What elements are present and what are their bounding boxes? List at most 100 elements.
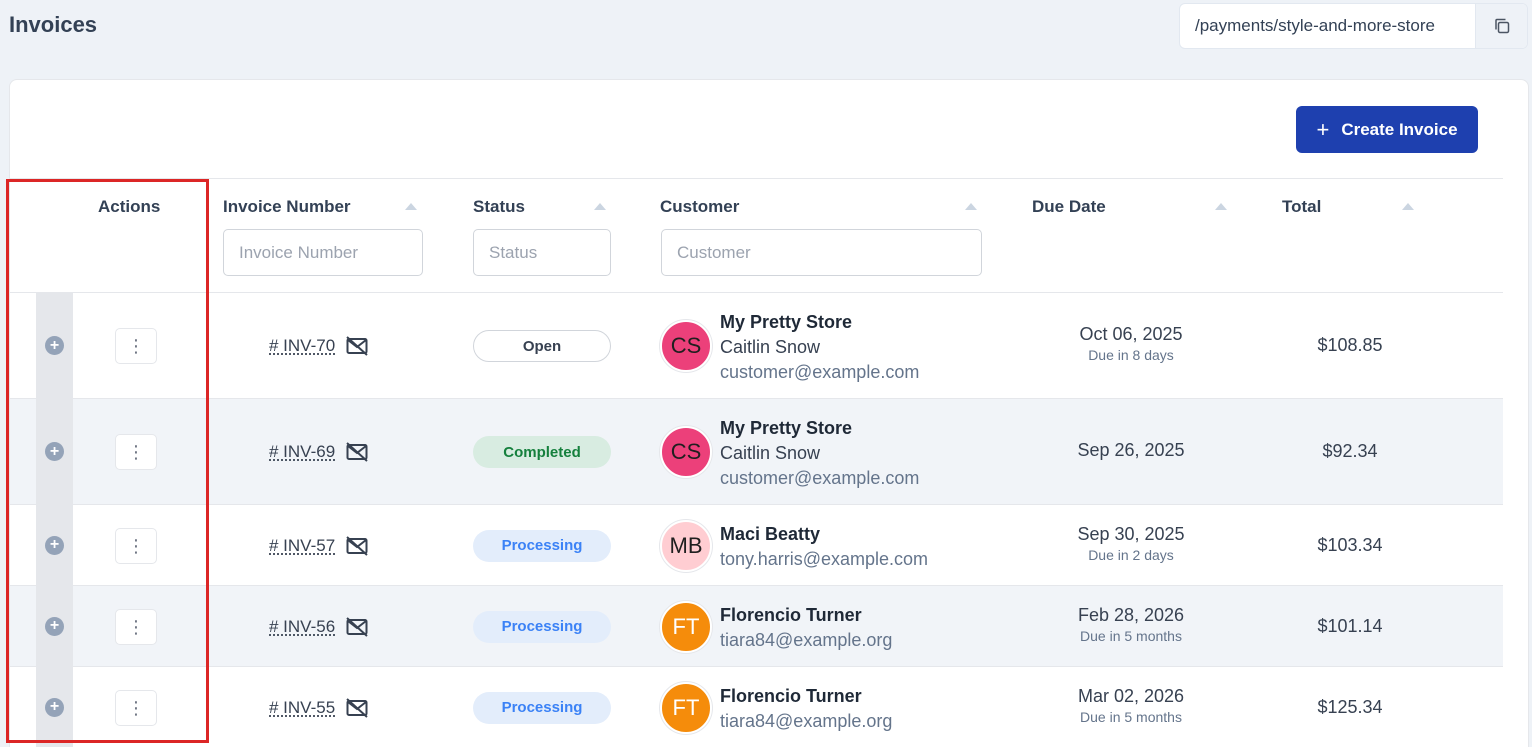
- due-date-cell: Sep 26, 2025: [1032, 440, 1230, 461]
- invoice-number-cell: # INV-69: [269, 440, 369, 464]
- invoice-total: $125.34: [1290, 697, 1410, 718]
- row-actions-menu-button[interactable]: ⋮: [115, 328, 157, 364]
- invoice-number-link[interactable]: # INV-57: [269, 536, 335, 556]
- column-header-due-date[interactable]: Due Date: [1032, 197, 1106, 217]
- email-not-sent-icon: [345, 615, 369, 639]
- row-actions-menu-button[interactable]: ⋮: [115, 609, 157, 645]
- customer-store: Maci Beatty: [720, 522, 928, 547]
- row-gutter: +: [36, 667, 73, 747]
- invoice-total: $108.85: [1290, 335, 1410, 356]
- customer-email: customer@example.com: [720, 360, 919, 385]
- customer-cell: My Pretty Store Caitlin Snow customer@ex…: [720, 416, 919, 491]
- status-badge: Processing: [473, 692, 611, 724]
- due-date-cell: Feb 28, 2026 Due in 5 months: [1032, 605, 1230, 644]
- invoice-number-link[interactable]: # INV-56: [269, 617, 335, 637]
- create-invoice-button[interactable]: + Create Invoice: [1296, 106, 1478, 153]
- kebab-menu-icon: ⋮: [127, 443, 145, 461]
- due-date-cell: Mar 02, 2026 Due in 5 months: [1032, 686, 1230, 725]
- sort-arrow-icon[interactable]: [1215, 203, 1227, 210]
- payment-url[interactable]: /payments/style-and-more-store: [1180, 4, 1475, 48]
- row-actions-menu-button[interactable]: ⋮: [115, 528, 157, 564]
- row-actions-menu-button[interactable]: ⋮: [115, 434, 157, 470]
- customer-cell: My Pretty Store Caitlin Snow customer@ex…: [720, 310, 919, 385]
- expand-row-icon[interactable]: +: [45, 698, 64, 717]
- row-gutter: +: [36, 505, 73, 585]
- invoice-number-cell: # INV-55: [269, 696, 369, 720]
- column-header-status[interactable]: Status: [473, 197, 525, 217]
- avatar: CS: [660, 320, 712, 372]
- email-not-sent-icon: [345, 696, 369, 720]
- customer-email: tiara84@example.org: [720, 709, 892, 734]
- customer-email: tiara84@example.org: [720, 628, 892, 653]
- row-actions-menu-button[interactable]: ⋮: [115, 690, 157, 726]
- table-body: + ⋮ # INV-70 Open CS My Pretty Store Cai…: [10, 293, 1503, 747]
- invoice-number-link[interactable]: # INV-70: [269, 336, 335, 356]
- customer-name: Caitlin Snow: [720, 335, 919, 360]
- table-row[interactable]: + ⋮ # INV-55 Processing FT Florencio Tur…: [10, 667, 1503, 747]
- invoice-total: $92.34: [1290, 441, 1410, 462]
- table-row[interactable]: + ⋮ # INV-70 Open CS My Pretty Store Cai…: [10, 293, 1503, 399]
- column-header-invoice-number[interactable]: Invoice Number: [223, 197, 351, 217]
- invoice-number-cell: # INV-57: [269, 534, 369, 558]
- column-header-actions: Actions: [98, 197, 160, 217]
- due-date: Sep 30, 2025: [1032, 524, 1230, 545]
- create-invoice-label: Create Invoice: [1341, 120, 1457, 140]
- invoice-number-filter[interactable]: [223, 229, 423, 276]
- status-badge: Processing: [473, 530, 611, 562]
- expand-row-icon[interactable]: +: [45, 336, 64, 355]
- status-filter[interactable]: [473, 229, 611, 276]
- due-relative: Due in 5 months: [1032, 709, 1230, 725]
- row-gutter: +: [36, 586, 73, 666]
- table-header: Actions Invoice Number Status Customer D…: [10, 179, 1503, 293]
- customer-store: Florencio Turner: [720, 603, 892, 628]
- email-not-sent-icon: [345, 334, 369, 358]
- copy-url-button[interactable]: [1475, 4, 1527, 48]
- kebab-menu-icon: ⋮: [127, 618, 145, 636]
- avatar: CS: [660, 426, 712, 478]
- expand-row-icon[interactable]: +: [45, 536, 64, 555]
- page-title: Invoices: [9, 12, 97, 38]
- sort-arrow-icon[interactable]: [965, 203, 977, 210]
- email-not-sent-icon: [345, 440, 369, 464]
- customer-store: My Pretty Store: [720, 310, 919, 335]
- email-not-sent-icon: [345, 534, 369, 558]
- expand-row-icon[interactable]: +: [45, 617, 64, 636]
- customer-name: Caitlin Snow: [720, 441, 919, 466]
- status-badge: Processing: [473, 611, 611, 643]
- sort-arrow-icon[interactable]: [594, 203, 606, 210]
- table-row[interactable]: + ⋮ # INV-57 Processing MB Maci Beatty t…: [10, 505, 1503, 586]
- invoice-total: $101.14: [1290, 616, 1410, 637]
- due-relative: Due in 2 days: [1032, 547, 1230, 563]
- sort-arrow-icon[interactable]: [405, 203, 417, 210]
- invoice-number-cell: # INV-56: [269, 615, 369, 639]
- table-row[interactable]: + ⋮ # INV-69 Completed CS My Pretty Stor…: [10, 399, 1503, 505]
- customer-cell: Florencio Turner tiara84@example.org: [720, 684, 892, 734]
- plus-icon: +: [1316, 119, 1329, 141]
- due-date-cell: Oct 06, 2025 Due in 8 days: [1032, 324, 1230, 363]
- payment-url-box: /payments/style-and-more-store: [1179, 3, 1528, 49]
- invoices-card: + Create Invoice Actions Invoice Number …: [9, 79, 1529, 747]
- customer-filter[interactable]: [661, 229, 982, 276]
- sort-arrow-icon[interactable]: [1402, 203, 1414, 210]
- row-gutter: +: [36, 293, 73, 398]
- customer-store: My Pretty Store: [720, 416, 919, 441]
- customer-store: Florencio Turner: [720, 684, 892, 709]
- avatar: MB: [660, 520, 712, 572]
- invoice-number-link[interactable]: # INV-55: [269, 698, 335, 718]
- due-date-cell: Sep 30, 2025 Due in 2 days: [1032, 524, 1230, 563]
- copy-icon: [1493, 17, 1511, 35]
- kebab-menu-icon: ⋮: [127, 537, 145, 555]
- status-badge: Open: [473, 330, 611, 362]
- customer-cell: Maci Beatty tony.harris@example.com: [720, 522, 928, 572]
- due-date: Mar 02, 2026: [1032, 686, 1230, 707]
- invoice-number-cell: # INV-70: [269, 334, 369, 358]
- customer-email: tony.harris@example.com: [720, 547, 928, 572]
- column-header-customer[interactable]: Customer: [660, 197, 739, 217]
- expand-row-icon[interactable]: +: [45, 442, 64, 461]
- column-header-total[interactable]: Total: [1282, 197, 1321, 217]
- kebab-menu-icon: ⋮: [127, 337, 145, 355]
- invoice-number-link[interactable]: # INV-69: [269, 442, 335, 462]
- due-date: Oct 06, 2025: [1032, 324, 1230, 345]
- invoices-table: Actions Invoice Number Status Customer D…: [10, 178, 1503, 747]
- table-row[interactable]: + ⋮ # INV-56 Processing FT Florencio Tur…: [10, 586, 1503, 667]
